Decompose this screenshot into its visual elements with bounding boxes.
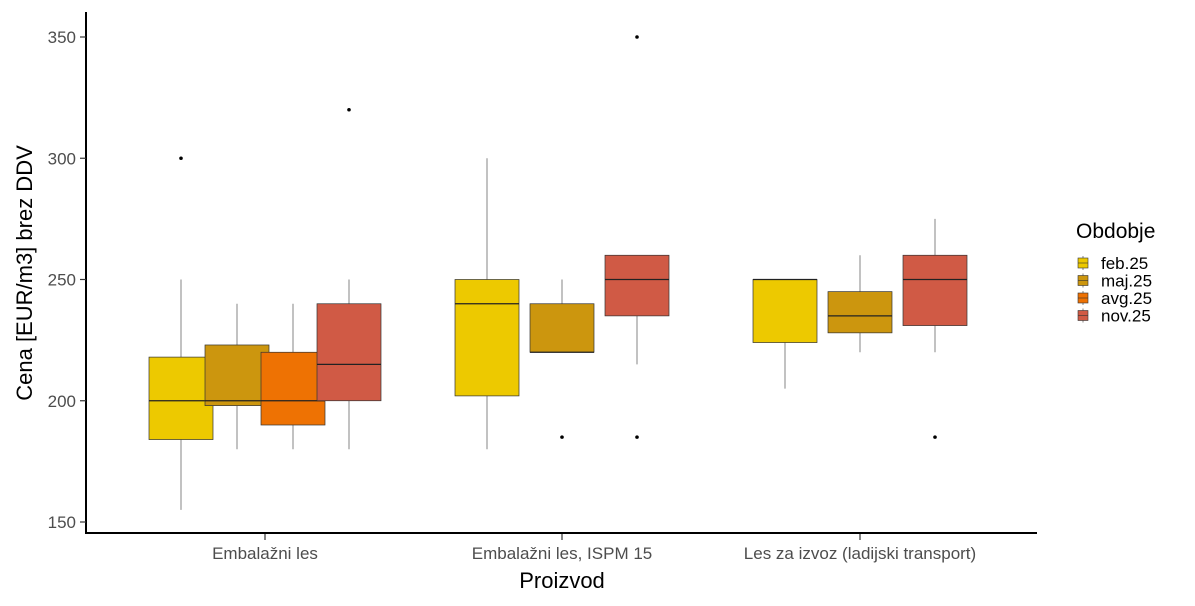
- outlier-point: [179, 156, 183, 161]
- x-tick-label: Embalažni les, ISPM 15: [472, 544, 652, 563]
- plot-area: [148, 35, 968, 510]
- box-maj.25: [204, 303, 270, 450]
- box-feb.25: [148, 156, 214, 510]
- box-feb.25: [752, 278, 818, 389]
- outlier-point: [560, 435, 564, 439]
- legend-item-avg.25: avg.25: [1077, 289, 1152, 308]
- box-body: [529, 303, 595, 353]
- legend-label: nov.25: [1101, 307, 1151, 326]
- box-nov.25: [316, 107, 382, 450]
- y-tick-label: 300: [48, 149, 76, 168]
- box-body: [827, 291, 893, 334]
- y-tick-label: 150: [48, 513, 76, 532]
- x-tick-label: Les za izvoz (ladijski transport): [744, 544, 976, 563]
- box-body: [604, 254, 670, 317]
- legend-item-feb.25: feb.25: [1077, 254, 1148, 273]
- legend-label: maj.25: [1101, 272, 1152, 291]
- x-axis-title: Proizvod: [519, 568, 605, 593]
- legend-item-maj.25: maj.25: [1077, 272, 1152, 291]
- box-nov.25: [604, 35, 670, 439]
- box-body: [454, 279, 520, 397]
- axes: 150 200 250 300 350 Embalažni les Embalažni le…: [48, 12, 1037, 563]
- box-nov.25: [902, 218, 968, 439]
- box-avg.25: [260, 303, 326, 450]
- legend-title: Obdobje: [1076, 220, 1155, 243]
- box-body: [752, 279, 818, 343]
- outlier-point: [635, 435, 639, 439]
- box-body: [902, 254, 968, 326]
- legend-item-nov.25: nov.25: [1077, 307, 1151, 326]
- y-tick-label: 200: [48, 392, 76, 411]
- outlier-point: [347, 107, 351, 112]
- box-maj.25: [529, 279, 595, 439]
- outlier-point: [933, 435, 937, 439]
- box-body: [316, 303, 382, 402]
- box-maj.25: [827, 255, 893, 353]
- legend-label: avg.25: [1101, 289, 1152, 308]
- y-tick-label: 250: [48, 271, 76, 290]
- legend-label: feb.25: [1101, 254, 1148, 273]
- box-body: [204, 344, 270, 406]
- box-body: [260, 351, 326, 426]
- box-feb.25: [454, 158, 520, 450]
- x-tick-label: Embalažni les: [212, 544, 318, 563]
- outlier-point: [635, 35, 639, 39]
- y-axis-title: Cena [EUR/m3] brez DDV: [12, 145, 37, 401]
- box-body: [148, 356, 214, 440]
- y-tick-label: 350: [48, 28, 76, 47]
